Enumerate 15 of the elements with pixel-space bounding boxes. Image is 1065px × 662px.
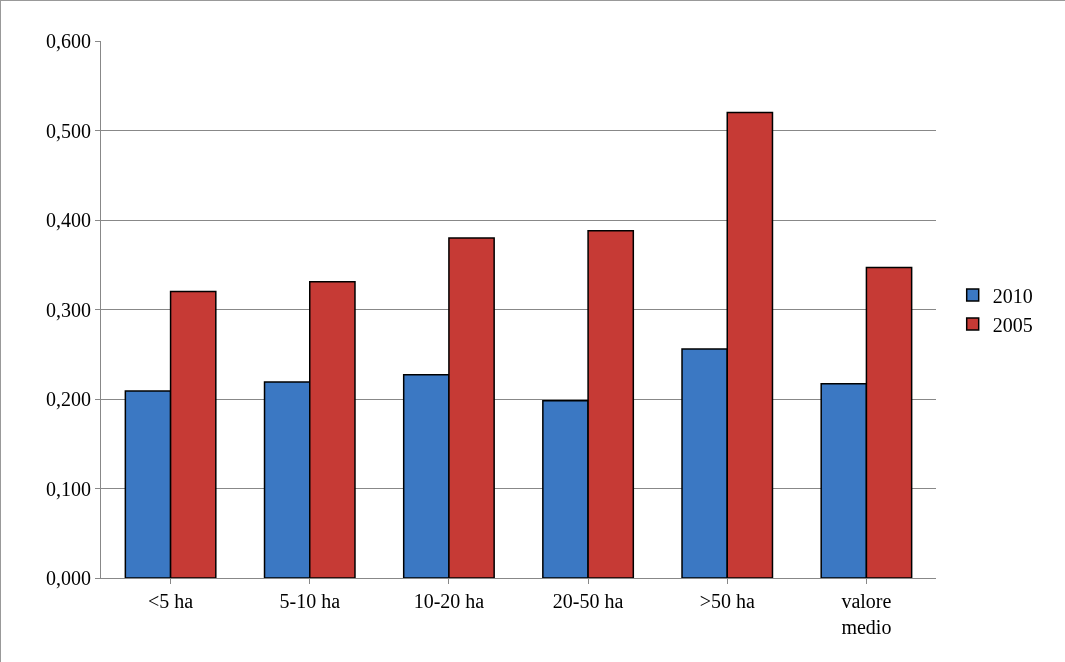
x-tick-label: 20-50 ha — [552, 590, 624, 612]
y-tick-label: 0,000 — [46, 567, 91, 589]
legend-label: 2005 — [992, 313, 1033, 336]
y-tick-label: 0,600 — [46, 30, 91, 52]
x-tick-label: valore medio — [841, 590, 892, 638]
y-tick-label: 0,300 — [46, 298, 91, 321]
y-tick-label: 0,400 — [46, 209, 91, 231]
x-tick-label: <5 ha — [148, 590, 194, 612]
y-tick-label: 0,500 — [46, 119, 91, 142]
x-tick-label: 5-10 ha — [279, 590, 341, 612]
x-tick-label: >50 ha — [699, 590, 755, 612]
legend-label: 2010 — [992, 284, 1033, 307]
x-tick-label: 10-20 ha — [413, 590, 485, 612]
y-tick-label: 0,100 — [46, 477, 91, 500]
y-tick-label: 0,200 — [46, 388, 91, 410]
